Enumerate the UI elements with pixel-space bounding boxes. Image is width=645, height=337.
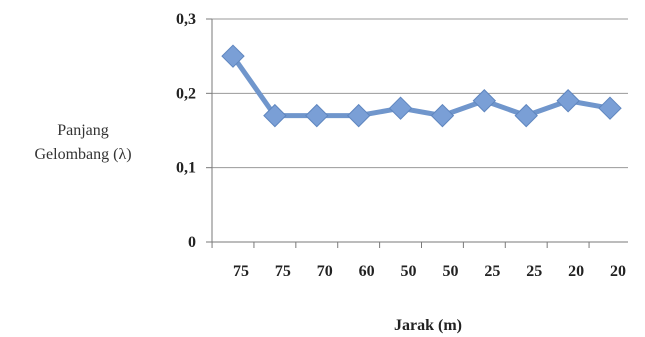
y-tick-labels: 0 0,1 0,2 0,3	[176, 11, 196, 251]
axes	[206, 18, 628, 248]
x-tick-label: 25	[484, 263, 500, 280]
data-point-marker	[346, 103, 371, 128]
data-point-marker	[305, 103, 329, 128]
x-tick-label: 50	[442, 263, 458, 280]
x-axis-label: Jarak (m)	[394, 317, 462, 334]
x-tick-label: 75	[275, 263, 291, 280]
series-markers	[221, 44, 622, 128]
y-axis-label-line-2: Gelombang (λ)	[34, 146, 131, 163]
data-point-marker	[472, 89, 497, 113]
data-point-marker	[514, 103, 538, 128]
x-tick-label: 75	[233, 263, 249, 280]
x-tick-label: 60	[359, 263, 375, 280]
y-axis-label-line-1: Panjang	[57, 122, 109, 139]
y-tick-label: 0	[188, 234, 196, 251]
data-point-marker	[430, 103, 455, 128]
x-tick-label: 20	[610, 263, 626, 280]
data-point-marker	[388, 96, 413, 120]
x-tick-labels: 75 75 70 60 50 50 25 25 20 20	[233, 263, 626, 280]
x-tick-label: 50	[401, 263, 417, 280]
x-tick-label: 20	[568, 263, 584, 280]
y-tick-label: 0,3	[176, 11, 196, 28]
data-point-marker	[263, 103, 287, 128]
y-tick-label: 0,2	[176, 85, 196, 102]
data-point-marker	[598, 96, 622, 120]
y-tick-label: 0,1	[176, 160, 196, 177]
series-line	[230, 53, 613, 119]
data-point-marker	[556, 89, 580, 113]
x-tick-label: 25	[526, 263, 542, 280]
data-point-marker	[221, 44, 245, 68]
grid-lines	[212, 18, 628, 169]
x-tick-label: 70	[317, 263, 333, 280]
series-line-path	[230, 53, 613, 119]
